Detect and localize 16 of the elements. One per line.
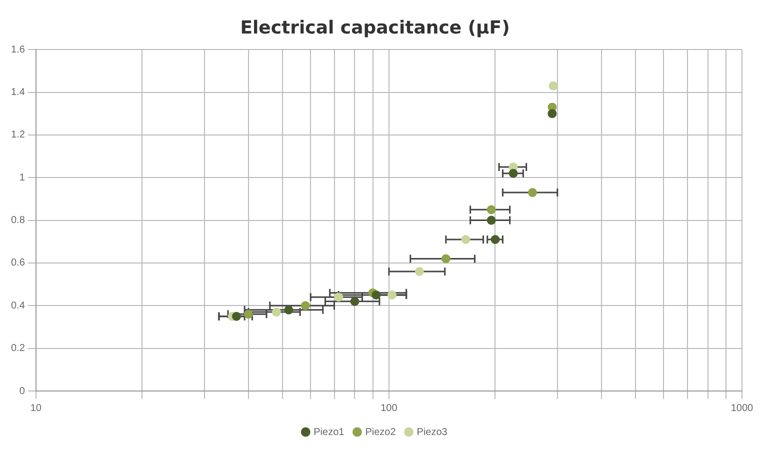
legend-label: Piezo2 <box>365 426 396 438</box>
legend-label: Piezo1 <box>314 426 345 438</box>
chart-title: Electrical capacitance (µF) <box>240 17 510 38</box>
y-tick-label: 0.4 <box>10 300 26 312</box>
y-tick-label: 1 <box>19 172 26 184</box>
y-tick-label: 1.2 <box>10 130 26 141</box>
legend-label: Piezo3 <box>416 426 448 438</box>
y-tick-label: 0 <box>19 386 26 397</box>
y-tick-label: 0.8 <box>10 215 26 226</box>
x-tick-label: 10 <box>30 402 42 414</box>
y-tick-label: 0.2 <box>10 343 26 354</box>
y-tick-label: 1.4 <box>10 87 26 98</box>
x-tick-label: 100 <box>380 402 398 414</box>
y-tick-label: 0.6 <box>10 258 26 269</box>
y-tick-label: 1.6 <box>10 44 26 56</box>
x-tick-label: 1000 <box>730 402 754 414</box>
